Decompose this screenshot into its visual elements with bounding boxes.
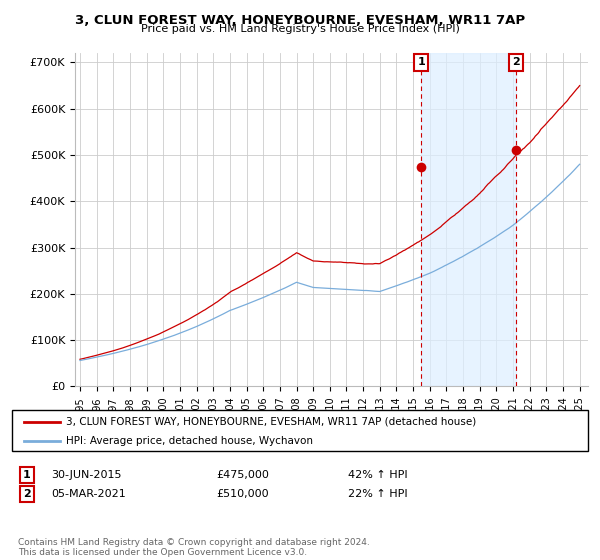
Text: 42% ↑ HPI: 42% ↑ HPI	[348, 470, 407, 480]
Text: 2: 2	[23, 489, 31, 499]
Bar	[421, 53, 516, 386]
Text: Price paid vs. HM Land Registry's House Price Index (HPI): Price paid vs. HM Land Registry's House …	[140, 24, 460, 34]
Text: £510,000: £510,000	[216, 489, 269, 499]
Text: 1: 1	[418, 58, 425, 67]
Text: 2: 2	[512, 58, 520, 67]
Text: 05-MAR-2021: 05-MAR-2021	[51, 489, 126, 499]
Text: Contains HM Land Registry data © Crown copyright and database right 2024.
This d: Contains HM Land Registry data © Crown c…	[18, 538, 370, 557]
Text: 3, CLUN FOREST WAY, HONEYBOURNE, EVESHAM, WR11 7AP: 3, CLUN FOREST WAY, HONEYBOURNE, EVESHAM…	[75, 14, 525, 27]
Text: HPI: Average price, detached house, Wychavon: HPI: Average price, detached house, Wych…	[66, 436, 313, 446]
Text: 30-JUN-2015: 30-JUN-2015	[51, 470, 121, 480]
Text: 1: 1	[23, 470, 31, 480]
Text: 22% ↑ HPI: 22% ↑ HPI	[348, 489, 407, 499]
Text: £475,000: £475,000	[216, 470, 269, 480]
Text: 3, CLUN FOREST WAY, HONEYBOURNE, EVESHAM, WR11 7AP (detached house): 3, CLUN FOREST WAY, HONEYBOURNE, EVESHAM…	[66, 417, 476, 427]
